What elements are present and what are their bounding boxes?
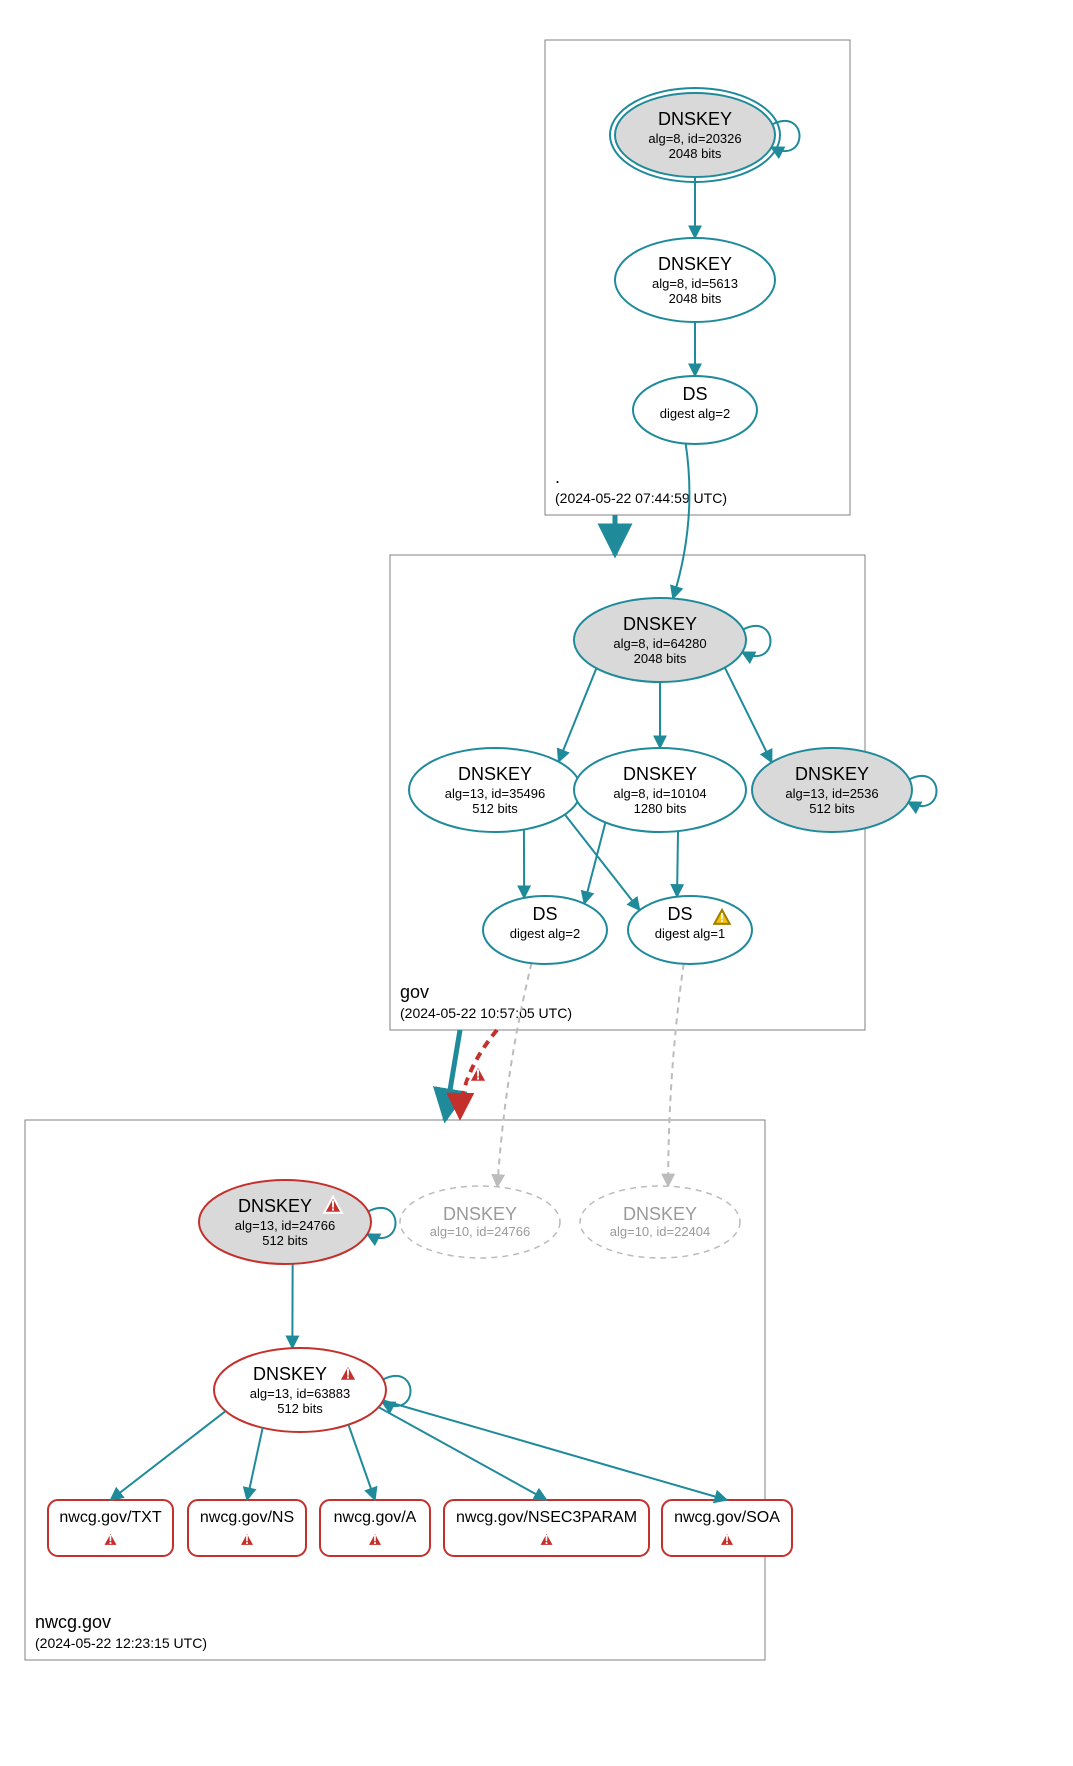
node-nwcg_gh2: DNSKEYalg=10, id=22404 bbox=[580, 1186, 740, 1258]
node-gov_ds1: DS digest alg=1 bbox=[628, 896, 752, 964]
node-root_zsk-sub2: 2048 bits bbox=[669, 291, 722, 306]
node-nwcg_gh1-sub1: alg=10, id=24766 bbox=[430, 1224, 530, 1239]
node-gov_ksk-sub2: 2048 bits bbox=[634, 651, 687, 666]
node-root_ksk-title: DNSKEY bbox=[658, 109, 732, 129]
rr_txt: nwcg.gov/TXT bbox=[48, 1500, 173, 1556]
zone-gov-label: gov bbox=[400, 982, 429, 1002]
node-gov_zsk1-sub2: 512 bits bbox=[472, 801, 518, 816]
node-root_ds-sub1: digest alg=2 bbox=[660, 406, 730, 421]
rr_txt-label: nwcg.gov/TXT bbox=[59, 1509, 161, 1526]
node-nwcg_ksk-title: DNSKEY bbox=[238, 1196, 312, 1216]
node-root_ds-title: DS bbox=[682, 384, 707, 404]
node-nwcg_gh1-title: DNSKEY bbox=[443, 1204, 517, 1224]
node-nwcg_zsk-sub2: 512 bits bbox=[277, 1401, 323, 1416]
edge-gov_ds2-to-nwcg_gh1 bbox=[497, 963, 531, 1187]
node-root_zsk-sub1: alg=8, id=5613 bbox=[652, 276, 738, 291]
node-nwcg_gh1: DNSKEYalg=10, id=24766 bbox=[400, 1186, 560, 1258]
node-gov_ds1-title: DS bbox=[667, 904, 692, 924]
node-gov_ksk: DNSKEY alg=8, id=642802048 bits bbox=[574, 598, 746, 682]
node-gov_ksk-sub1: alg=8, id=64280 bbox=[613, 636, 706, 651]
rr_ns-label: nwcg.gov/NS bbox=[200, 1509, 294, 1526]
node-gov_zsk2-title: DNSKEY bbox=[623, 764, 697, 784]
zone-gov-timestamp: (2024-05-22 10:57:05 UTC) bbox=[400, 1005, 572, 1021]
node-nwcg_zsk: DNSKEY alg=13, id=63883512 bits bbox=[214, 1348, 386, 1432]
node-gov_ds1-warn-icon-mark: ! bbox=[720, 911, 724, 925]
edge-nwcg_zsk-to-rr_n3p bbox=[379, 1407, 547, 1500]
edge-gov_ds1-to-nwcg_gh2 bbox=[668, 964, 683, 1186]
node-nwcg_ksk: DNSKEY alg=13, id=24766512 bits bbox=[199, 1180, 371, 1264]
node-gov_ksk2-sub2: 512 bits bbox=[809, 801, 855, 816]
rr_soa: nwcg.gov/SOA bbox=[662, 1500, 792, 1556]
rr_n3p: nwcg.gov/NSEC3PARAM bbox=[444, 1500, 649, 1556]
node-gov_ds2-sub1: digest alg=2 bbox=[510, 926, 580, 941]
node-root_ds: DS digest alg=2 bbox=[633, 376, 757, 444]
node-nwcg_ksk-sub2: 512 bits bbox=[262, 1233, 308, 1248]
rr_n3p-label: nwcg.gov/NSEC3PARAM bbox=[456, 1509, 637, 1526]
node-gov_ksk2: DNSKEY alg=13, id=2536512 bits bbox=[752, 748, 912, 832]
zone-root-timestamp: (2024-05-22 07:44:59 UTC) bbox=[555, 490, 727, 506]
edge-broken-warn-icon-mark: ! bbox=[476, 1067, 481, 1083]
edge-root_ds-to-gov_ksk bbox=[673, 444, 689, 599]
node-nwcg_zsk-title: DNSKEY bbox=[253, 1364, 327, 1384]
node-gov_ksk-title: DNSKEY bbox=[623, 614, 697, 634]
node-gov_zsk1-title: DNSKEY bbox=[458, 764, 532, 784]
node-nwcg_zsk-warn-icon-mark: ! bbox=[346, 1366, 351, 1382]
node-root_zsk-title: DNSKEY bbox=[658, 254, 732, 274]
node-root_ksk: DNSKEY alg=8, id=203262048 bits bbox=[610, 88, 780, 182]
zone-edge-gov-to-nwcg bbox=[445, 1030, 460, 1120]
node-gov_zsk1: DNSKEY alg=13, id=35496512 bits bbox=[409, 748, 581, 832]
rr_a: nwcg.gov/A bbox=[320, 1500, 430, 1556]
node-gov_ds1-sub1: digest alg=1 bbox=[655, 926, 725, 941]
node-gov_zsk1-sub1: alg=13, id=35496 bbox=[445, 786, 545, 801]
rr_ns: nwcg.gov/NS bbox=[188, 1500, 306, 1556]
node-gov_ksk2-title: DNSKEY bbox=[795, 764, 869, 784]
node-gov_zsk2-sub1: alg=8, id=10104 bbox=[613, 786, 706, 801]
node-nwcg_zsk-sub1: alg=13, id=63883 bbox=[250, 1386, 350, 1401]
edge-gov_ksk-to-gov_zsk1 bbox=[559, 668, 597, 761]
node-gov_zsk2-sub2: 1280 bits bbox=[634, 801, 687, 816]
node-root_ksk-sub2: 2048 bits bbox=[669, 146, 722, 161]
edge-nwcg_zsk-to-rr_txt bbox=[111, 1411, 226, 1500]
node-gov_zsk2: DNSKEY alg=8, id=101041280 bits bbox=[574, 748, 746, 832]
node-gov_ksk2-sub1: alg=13, id=2536 bbox=[785, 786, 878, 801]
node-nwcg_gh2-sub1: alg=10, id=22404 bbox=[610, 1224, 710, 1239]
node-nwcg_ksk-sub1: alg=13, id=24766 bbox=[235, 1218, 335, 1233]
edge-nwcg_zsk-to-rr_a bbox=[348, 1425, 375, 1500]
node-root_zsk: DNSKEY alg=8, id=56132048 bits bbox=[615, 238, 775, 322]
node-root_ksk-sub1: alg=8, id=20326 bbox=[648, 131, 741, 146]
node-gov_ds2-title: DS bbox=[532, 904, 557, 924]
rr_n3p-warn-icon-mark: ! bbox=[544, 1533, 548, 1547]
node-nwcg_gh2-title: DNSKEY bbox=[623, 1204, 697, 1224]
zone-root-label: . bbox=[555, 467, 560, 487]
zone-nwcg-label: nwcg.gov bbox=[35, 1612, 111, 1632]
edge-nwcg_zsk-to-rr_ns bbox=[247, 1428, 263, 1500]
rr_a-label: nwcg.gov/A bbox=[334, 1509, 417, 1526]
rr_ns-warn-icon-mark: ! bbox=[245, 1533, 249, 1547]
node-nwcg_ksk-warn-icon-mark: ! bbox=[331, 1198, 336, 1214]
rr_txt-warn-icon-mark: ! bbox=[108, 1533, 112, 1547]
rr_soa-warn-icon-mark: ! bbox=[725, 1533, 729, 1547]
rr_soa-label: nwcg.gov/SOA bbox=[674, 1509, 780, 1526]
edge-gov_zsk2-to-gov_ds1 bbox=[677, 831, 678, 897]
rr_a-warn-icon-mark: ! bbox=[373, 1533, 377, 1547]
edge-nwcg_zsk-to-rr_soa bbox=[383, 1400, 727, 1500]
node-gov_ds2: DS digest alg=2 bbox=[483, 896, 607, 964]
zone-nwcg-timestamp: (2024-05-22 12:23:15 UTC) bbox=[35, 1635, 207, 1651]
edge-gov_ksk-to-gov_ksk2 bbox=[725, 668, 772, 763]
